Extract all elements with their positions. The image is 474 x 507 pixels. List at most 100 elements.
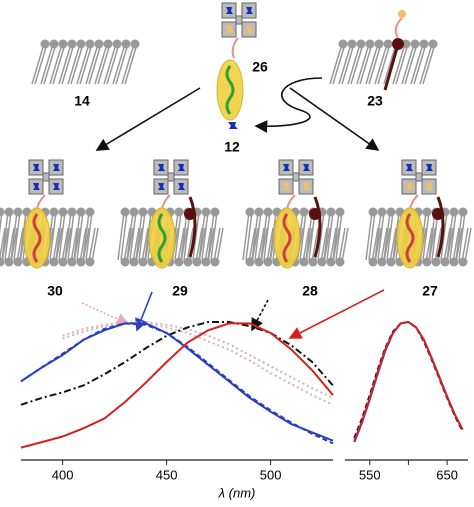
lipid-head [13,207,23,217]
lipid-tail [308,211,316,261]
lipid-head [4,257,14,267]
dye [282,213,292,263]
guest-icon [53,164,60,171]
lipid-tail [260,227,268,263]
host-link [235,15,243,25]
lipid-head [326,207,336,217]
lipid-tail [126,211,134,261]
lipid-head [422,207,432,217]
lipid-head [317,257,327,267]
lipid-tail [16,227,24,263]
x-tick-label: 400 [52,467,74,482]
lipid-tail [260,211,268,261]
lipid-head [440,257,450,267]
lipid-tail [135,211,143,261]
guest-icon [228,122,238,129]
lipid-tail [302,227,310,263]
lipid-head [254,207,264,217]
guest-icon [226,26,233,33]
lipid-tail [70,227,78,263]
lipid-tail [64,211,72,261]
lipid-tail [410,43,424,85]
spectrum-line [353,320,464,442]
lipid-tail [299,211,307,261]
lipid-tail [70,43,84,85]
lipid-tail [106,43,120,85]
lipid-tail [428,211,436,261]
lipid-head [130,39,140,49]
lipid-tail [55,227,63,263]
lipid-tail [216,227,224,263]
lipid-head [85,207,95,217]
lipid-tail [455,227,463,263]
lipid-head [422,257,432,267]
lipid-tail [213,227,221,263]
lipid-tail [210,211,218,261]
lipid-tail [455,211,463,261]
lipid-head [374,39,384,49]
lipid-tail [132,227,140,263]
lipid-tail [401,43,415,85]
lipid-tail [126,227,134,263]
lipid-tail [88,227,96,263]
lipid-tail [257,227,265,263]
lipid-tail [10,211,18,261]
lipid-tail [31,43,45,85]
lipid-tail [440,211,448,261]
lipid-tail [380,227,388,263]
lipid-tail [58,211,66,261]
lipid-tail [269,211,277,261]
lipid-tail [305,227,313,263]
lipid-tail [431,211,439,261]
lipid-tail [34,43,48,85]
lipid-head [67,39,77,49]
lipid-tail [368,211,376,261]
host-link [167,172,175,182]
lipid-head [335,257,345,267]
guest-icon [303,183,310,190]
lipid-tail [332,43,346,85]
lipid-tail [52,43,66,85]
lipid-tail [413,43,427,85]
lipid-head [129,257,139,267]
lipid-tail [58,43,72,85]
lipid-head [192,257,202,267]
lipid-tail [186,227,194,263]
guest-icon [178,183,185,190]
lipid-tail [425,227,433,263]
lipid-head [49,39,59,49]
lipid-tail [446,211,454,261]
lipid-tail [13,211,21,261]
lipid-tail [195,227,203,263]
lipid-head [263,257,273,267]
spectrum-line [20,322,334,442]
guest-icon [283,183,290,190]
lipid-tail [317,211,325,261]
lipid-head [67,207,77,217]
lipid-tail [329,43,343,85]
lipid-tail [117,211,125,261]
lipid-head [368,257,378,267]
lipid-tail [323,211,331,261]
lipid-tail [263,211,271,261]
compound-label: 29 [172,283,188,299]
lipid-tail [40,43,54,85]
lipid-tail [192,211,200,261]
lipid-tail [204,227,212,263]
lipid-head [245,207,255,217]
lipid-tail [392,211,400,261]
lipid-tail [76,211,84,261]
tether-head [184,208,196,220]
host-link [42,172,50,182]
lipid-head [263,207,273,217]
lipid-head [67,257,77,267]
lipid-head [210,207,220,217]
lipid-tail [141,227,149,263]
lipid-tail [443,227,451,263]
lipid-tail [4,211,12,261]
lipid-head [174,207,184,217]
lipid-tail [356,43,370,85]
lipid-head [449,257,459,267]
lipid-head [428,39,438,49]
lipid-head [386,257,396,267]
